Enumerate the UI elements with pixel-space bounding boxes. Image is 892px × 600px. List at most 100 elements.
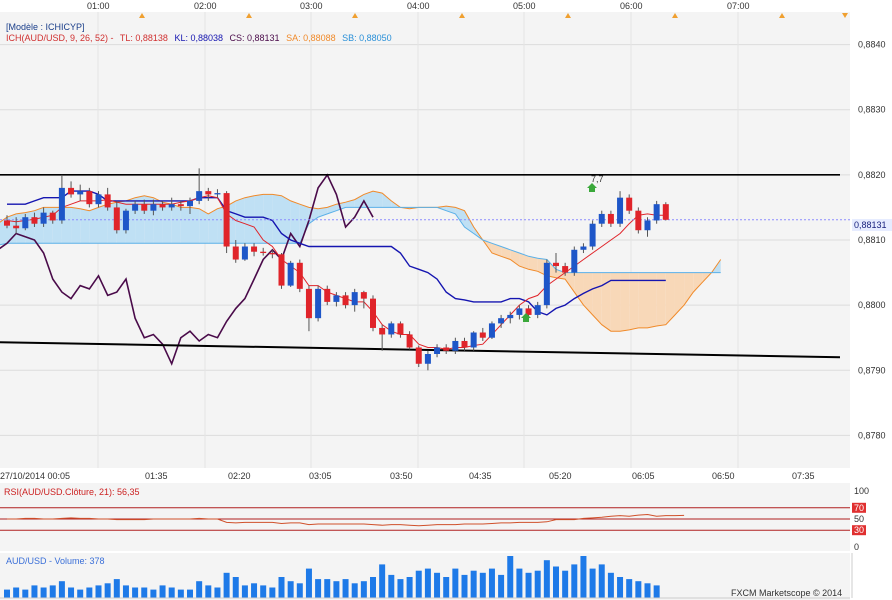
kumo-segment: [601, 272, 611, 332]
chikou-line: [0, 173, 374, 366]
candle-body: [470, 332, 477, 348]
candle-body: [360, 292, 367, 299]
volume-bar: [214, 587, 221, 598]
kumo-segment: [592, 272, 602, 325]
candle-body: [452, 340, 459, 351]
volume-bar: [479, 572, 486, 598]
candle-body: [132, 204, 139, 211]
kumo-segment: [162, 202, 172, 244]
kumo-segment: [299, 204, 309, 244]
candle-body: [104, 194, 111, 208]
rsi-level-badge: [852, 502, 866, 513]
volume-bar: [406, 577, 413, 598]
candle-body: [498, 318, 505, 324]
volume-bar: [305, 568, 312, 598]
candle-body: [397, 323, 404, 335]
volume-bar: [241, 585, 248, 598]
rsi-line: [7, 513, 685, 527]
kumo-segment: [98, 204, 108, 244]
kumo-segment: [272, 194, 282, 244]
time-marker-icon: [139, 13, 145, 18]
volume-bar: [324, 579, 331, 598]
time-tick-top: 06:00: [620, 1, 643, 11]
volume-bar: [553, 566, 559, 598]
candle-body: [617, 197, 624, 224]
candle-body: [553, 262, 559, 267]
candle-body: [571, 249, 578, 273]
price-tick-label: 0,8790: [858, 365, 886, 375]
senkou-a-line: [0, 190, 722, 332]
price-tick-label: 0,8830: [858, 105, 886, 115]
candle-body: [278, 254, 285, 286]
candle-body: [150, 204, 157, 211]
kumo-segment: [235, 197, 245, 244]
volume-bar: [360, 581, 367, 598]
volume-bar: [68, 587, 75, 598]
kumo-segment: [171, 204, 181, 244]
candle-body: [525, 308, 532, 315]
candle-body: [635, 210, 642, 231]
volume-bar: [443, 577, 450, 598]
time-marker-icon: [565, 13, 571, 18]
kumo-segment: [208, 208, 218, 244]
candle-body: [370, 298, 376, 328]
candle-body: [187, 200, 193, 207]
time-marker-icon: [672, 13, 678, 18]
volume-bar: [571, 564, 578, 598]
candle-body: [562, 266, 569, 273]
volume-bar: [150, 589, 157, 598]
candle-body: [269, 253, 276, 255]
time-tick-bottom: 04:35: [469, 471, 492, 481]
candle-body: [324, 288, 331, 302]
volume-bar: [617, 577, 624, 598]
kumo-segment: [373, 191, 383, 208]
volume-bar: [232, 577, 239, 598]
kumo-segment: [455, 207, 465, 227]
candle-body: [415, 347, 422, 364]
candle-body: [479, 332, 486, 338]
volume-bar: [22, 589, 29, 598]
kumo-segment: [199, 208, 209, 244]
candle-body: [241, 246, 248, 260]
volume-bar: [589, 568, 596, 598]
candle-body: [406, 334, 413, 348]
time-tick-bottom: 07:35: [792, 471, 815, 481]
rsi-label: RSI(AUD/USD.Clôture, 21): 56,35: [4, 487, 140, 497]
time-tick-top: 05:00: [513, 1, 536, 11]
volume-bar: [333, 581, 340, 598]
volume-bar: [40, 587, 47, 598]
volume-bar: [13, 587, 20, 598]
candle-body: [40, 212, 47, 224]
time-tick-bottom: 02:20: [228, 471, 251, 481]
volume-bar: [49, 585, 56, 598]
volume-bar: [644, 583, 651, 598]
candle-body: [68, 187, 75, 195]
candle-body: [488, 323, 495, 338]
candle-body: [379, 327, 386, 335]
time-marker-icon: [246, 13, 252, 18]
candle-body: [31, 217, 38, 224]
candle-body: [315, 288, 322, 319]
rsi-tick-label: 0: [854, 542, 859, 552]
time-tick-bottom: 06:05: [632, 471, 655, 481]
kumo-segment: [180, 207, 190, 244]
candle-body: [49, 212, 56, 221]
price-tick-label: 0,8820: [858, 170, 886, 180]
kumo-segment: [620, 272, 630, 332]
kumo-segment: [629, 272, 639, 330]
candle-body: [388, 323, 395, 335]
candle-body: [86, 191, 93, 205]
candle-body: [662, 204, 669, 220]
kijun-value: KL: 0,88038: [174, 33, 223, 43]
candle-body: [287, 262, 294, 286]
senkou-a-value: SA: 0,88088: [286, 33, 336, 43]
volume-bar: [342, 579, 349, 598]
time-tick-top: 02:00: [194, 1, 217, 11]
candle-body: [177, 204, 184, 207]
volume-bar: [525, 572, 532, 598]
volume-bar: [159, 585, 166, 598]
kumo-segment: [656, 272, 666, 326]
volume-bar: [113, 579, 120, 598]
volume-bar: [132, 587, 139, 598]
volume-bar: [351, 583, 358, 598]
